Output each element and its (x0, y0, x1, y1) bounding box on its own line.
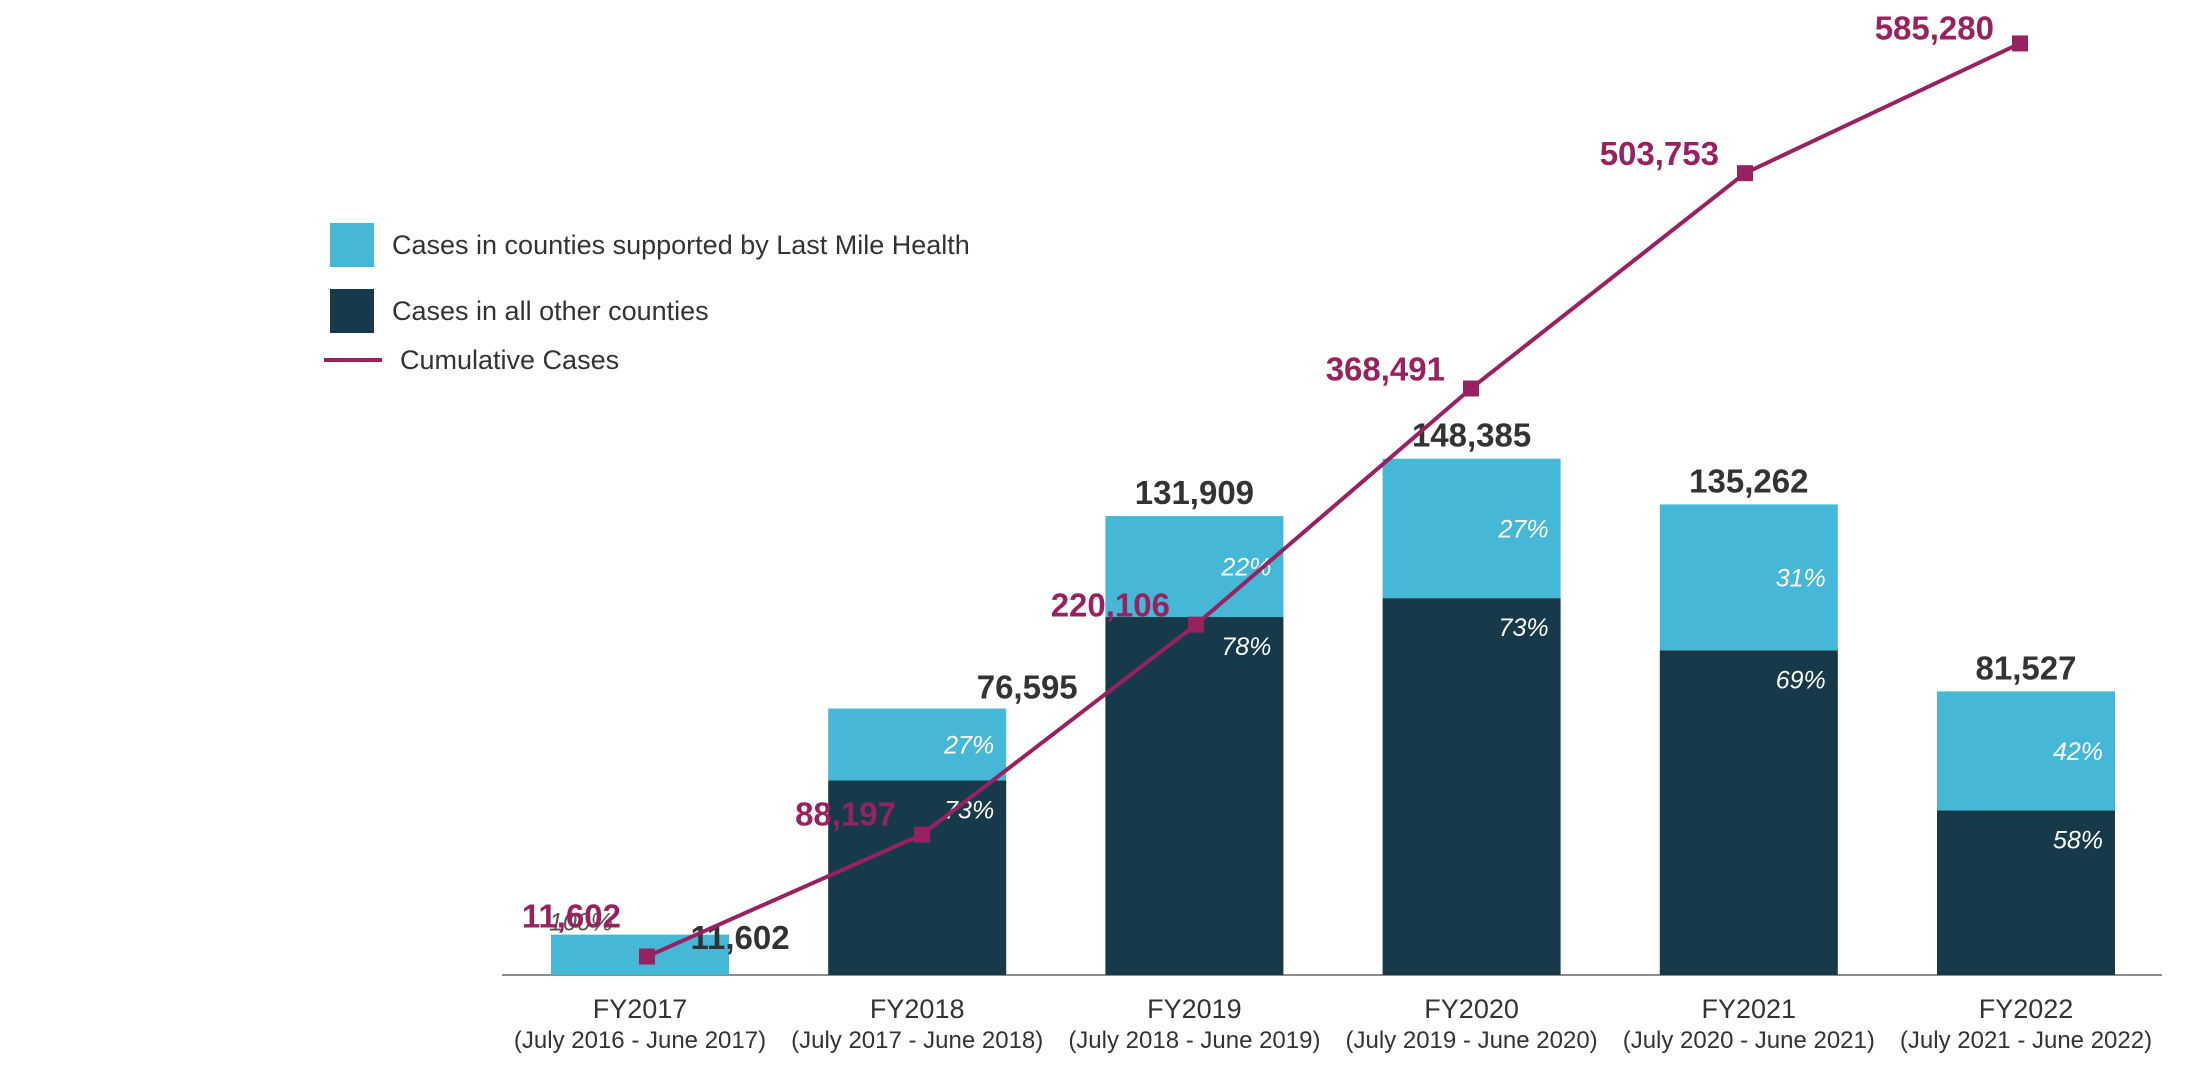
percent-label-lmh: 100% (549, 909, 613, 937)
percent-label-lmh: 42% (2053, 738, 2103, 766)
bar-total-label: 131,909 (1135, 474, 1254, 511)
bar-other-fy2020 (1382, 598, 1561, 975)
bar-lmh-fy2018 (828, 708, 1007, 781)
cumulative-point (1737, 165, 1753, 182)
cumulative-point (914, 826, 930, 843)
bar-other-fy2019 (1105, 617, 1284, 975)
cumulative-label: 220,106 (1051, 587, 1170, 624)
cumulative-point (2012, 35, 2028, 52)
percent-label-other: 78% (1221, 633, 1271, 661)
bar-other-fy2018 (828, 780, 1007, 975)
cumulative-point (1188, 616, 1204, 633)
percent-label-other: 69% (1776, 666, 1826, 694)
bar-lmh-fy2020 (1382, 458, 1561, 599)
percent-label-lmh: 27% (1498, 515, 1549, 543)
x-tick-label: FY2017 (593, 994, 688, 1024)
bar-other-fy2022 (1937, 810, 2115, 975)
x-tick-label: FY2022 (1979, 994, 2074, 1024)
bar-total-label: 11,602 (690, 919, 789, 956)
percent-label-other: 58% (2053, 826, 2103, 854)
cumulative-point (639, 948, 655, 965)
legend-item-cumulative: Cumulative Cases (324, 345, 970, 375)
cumulative-label: 88,197 (795, 796, 896, 833)
bar-lmh-fy2019 (1105, 516, 1284, 618)
legend-label-other: Cases in all other counties (392, 295, 709, 326)
cumulative-line (646, 41, 2021, 959)
x-tick-sublabel: (July 2020 - June 2021) (1623, 1027, 1875, 1054)
bar-total-label: 135,262 (1689, 462, 1808, 499)
cumulative-label: 585,280 (1875, 9, 1994, 46)
x-tick-sublabel: (July 2016 - June 2017) (514, 1027, 766, 1054)
x-tick-sublabel: (July 2019 - June 2020) (1346, 1027, 1598, 1054)
cumulative-point (1463, 380, 1479, 397)
legend-item-other: Cases in all other counties (330, 288, 970, 334)
x-tick-label: FY2021 (1702, 994, 1797, 1024)
x-tick-sublabel: (July 2017 - June 2018) (791, 1027, 1043, 1054)
cumulative-label: 11,602 (522, 898, 621, 935)
legend: Cases in counties supported by Last Mile… (324, 222, 970, 392)
legend-label-cumulative: Cumulative Cases (400, 344, 620, 375)
x-tick-label: FY2019 (1147, 994, 1242, 1024)
legend-label-lmh: Cases in counties supported by Last Mile… (392, 229, 970, 260)
x-tick-sublabel: (July 2018 - June 2019) (1068, 1027, 1320, 1054)
bar-lmh-fy2022 (1937, 691, 2115, 811)
bar-lmh-fy2021 (1659, 504, 1838, 651)
x-tick-label: FY2020 (1424, 994, 1519, 1024)
percent-label-lmh: 27% (943, 731, 994, 759)
x-tick-sublabel: (July 2021 - June 2022) (1900, 1027, 2152, 1054)
percent-label-other: 73% (1499, 614, 1549, 642)
x-tick-label: FY2018 (870, 994, 965, 1024)
percent-label-lmh: 31% (1776, 564, 1826, 592)
legend-swatch-other (330, 289, 374, 333)
cumulative-label: 503,753 (1600, 135, 1719, 172)
legend-item-lmh: Cases in counties supported by Last Mile… (330, 222, 970, 268)
legend-line-cumulative (324, 358, 382, 362)
bar-total-label: 81,527 (1976, 649, 2077, 686)
legend-swatch-lmh (330, 223, 374, 267)
bar-total-label: 76,595 (977, 669, 1078, 706)
bar-other-fy2021 (1659, 650, 1838, 975)
cumulative-label: 368,491 (1326, 350, 1445, 387)
